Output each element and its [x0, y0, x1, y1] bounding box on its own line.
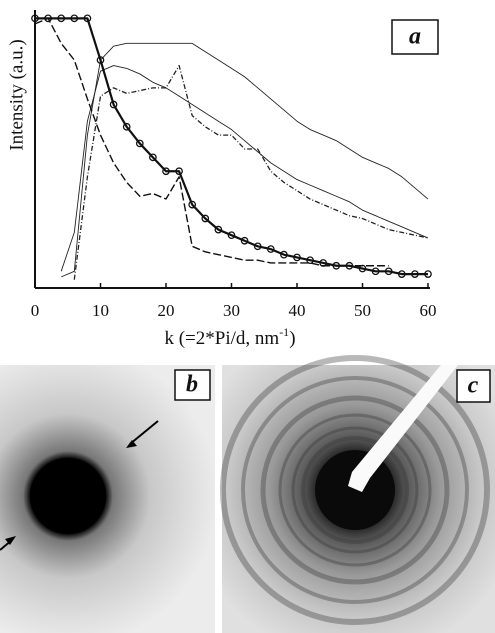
marker — [424, 270, 432, 278]
x-axis-title-sup: -1 — [279, 325, 289, 339]
x-tick-label: 50 — [354, 301, 371, 320]
x-tick-label: 20 — [158, 301, 175, 320]
panel-label: b — [186, 372, 198, 398]
marker — [149, 153, 157, 162]
label-box — [456, 369, 491, 403]
image-center — [30, 458, 106, 534]
line-series — [60, 65, 429, 272]
rings — [220, 355, 490, 625]
marker — [96, 56, 105, 64]
marker — [44, 14, 52, 23]
image-center — [315, 450, 395, 530]
x-tick-label: 40 — [289, 301, 306, 320]
marker — [227, 231, 236, 240]
marker — [293, 253, 301, 262]
y-axis-title: Intensity (a.u.) — [6, 39, 27, 150]
marker — [214, 225, 223, 234]
marker — [109, 100, 118, 109]
marker — [83, 14, 92, 23]
marker — [135, 139, 144, 148]
beam-stop — [348, 365, 458, 492]
line-series — [61, 42, 429, 278]
marker — [57, 14, 66, 23]
marker — [122, 122, 131, 131]
marker — [31, 14, 39, 23]
panel-label: a — [409, 24, 421, 50]
marker — [253, 242, 262, 251]
marker — [306, 256, 314, 265]
marker — [384, 267, 393, 276]
line-series — [35, 17, 428, 276]
panel-label: c — [468, 373, 479, 399]
marker — [280, 250, 288, 259]
x-tick-label: 60 — [420, 301, 437, 320]
marker — [201, 214, 210, 223]
arrow-head — [126, 440, 137, 448]
diffraction-image-c: c — [220, 355, 495, 633]
marker — [188, 200, 197, 209]
diffraction-image-b: b — [0, 365, 215, 633]
arrow — [129, 420, 159, 445]
line-series — [73, 64, 429, 280]
marker — [70, 14, 79, 23]
marker — [240, 236, 249, 245]
x-axis-title-end: ) — [289, 328, 295, 349]
marker — [411, 270, 419, 278]
marker — [371, 267, 380, 276]
label-box — [391, 19, 439, 55]
arrow-head — [5, 536, 16, 545]
marker — [175, 167, 183, 176]
x-tick-label: 30 — [223, 301, 240, 320]
line-series — [34, 17, 389, 267]
marker — [162, 167, 170, 176]
x-tick-label: 10 — [92, 301, 109, 320]
x-tick-label: 0 — [31, 301, 40, 320]
x-axis-title: k (=2*Pi/d, nm-1) — [164, 325, 295, 350]
label-box — [174, 369, 211, 401]
marker — [266, 245, 275, 253]
x-axis-title-main: k (=2*Pi/d, nm — [164, 328, 279, 349]
marker — [397, 270, 406, 278]
